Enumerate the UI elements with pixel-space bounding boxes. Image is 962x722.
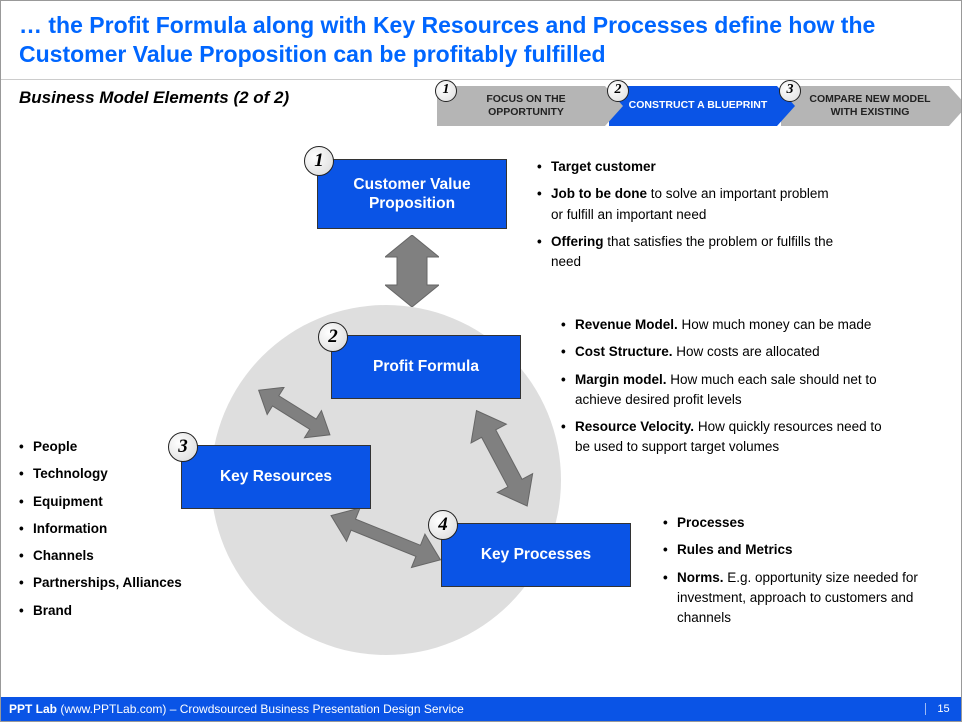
step-2: 2 CONSTRUCT A BLUEPRINT xyxy=(609,86,777,126)
list-item: People xyxy=(19,437,189,457)
box-kp-label: Key Processes xyxy=(481,545,591,564)
step-1-label: FOCUS ON THE OPPORTUNITY xyxy=(455,93,597,117)
list-item: Offering that satisfies the problem or f… xyxy=(537,232,837,273)
list-item: Revenue Model. How much money can be mad… xyxy=(561,315,891,335)
diagram-canvas: 1 Customer Value Proposition 2 Profit Fo… xyxy=(1,135,961,695)
list-item: Resource Velocity. How quickly resources… xyxy=(561,417,891,458)
box-kp-num: 4 xyxy=(428,510,458,540)
list-item: Rules and Metrics xyxy=(663,540,923,560)
step-1: 1 FOCUS ON THE OPPORTUNITY xyxy=(437,86,605,126)
list-item: Target customer xyxy=(537,157,837,177)
footer-text: (www.PPTLab.com) – Crowdsourced Business… xyxy=(57,702,464,716)
step-2-label: CONSTRUCT A BLUEPRINT xyxy=(629,99,768,111)
box-kr: 3 Key Resources xyxy=(181,445,371,509)
box-cvp: 1 Customer Value Proposition xyxy=(317,159,507,229)
bullets-kr: People Technology Equipment Information Chan… xyxy=(19,437,189,628)
list-item: Processes xyxy=(663,513,923,533)
list-item: Channels xyxy=(19,546,189,566)
list-item: Information xyxy=(19,519,189,539)
slide: … the Profit Formula along with Key Reso… xyxy=(0,0,962,722)
arrow-cvp xyxy=(385,235,439,307)
slide-title: … the Profit Formula along with Key Reso… xyxy=(1,1,961,80)
bullets-pf: Revenue Model. How much money can be mad… xyxy=(561,315,891,465)
list-item: Job to be done to solve an important pro… xyxy=(537,184,837,225)
box-cvp-num: 1 xyxy=(304,146,334,176)
subheader: Business Model Elements (2 of 2) 1 FOCUS… xyxy=(1,80,961,126)
step-3-num: 3 xyxy=(779,80,801,102)
footer: PPT Lab (www.PPTLab.com) – Crowdsourced … xyxy=(1,697,961,721)
list-item: Norms. E.g. opportunity size needed for … xyxy=(663,568,923,629)
box-kr-label: Key Resources xyxy=(220,467,332,486)
list-item: Technology xyxy=(19,464,189,484)
list-item: Margin model. How much each sale should … xyxy=(561,370,891,411)
bullets-cvp: Target customer Job to be done to solve a… xyxy=(537,157,837,279)
box-cvp-label: Customer Value Proposition xyxy=(328,175,496,214)
box-pf-label: Profit Formula xyxy=(373,357,479,376)
box-pf-num: 2 xyxy=(318,322,348,352)
process-chevrons: 1 FOCUS ON THE OPPORTUNITY 2 CONSTRUCT A… xyxy=(437,86,949,126)
page-number: 15 xyxy=(925,703,953,715)
box-pf: 2 Profit Formula xyxy=(331,335,521,399)
list-item: Equipment xyxy=(19,492,189,512)
step-3: 3 COMPARE NEW MODEL WITH EXISTING xyxy=(781,86,949,126)
footer-brand: PPT Lab xyxy=(9,702,57,716)
bullets-kp: Processes Rules and Metrics Norms. E.g. op… xyxy=(663,513,923,635)
step-2-num: 2 xyxy=(607,80,629,102)
step-1-num: 1 xyxy=(435,80,457,102)
list-item: Cost Structure. How costs are allocated xyxy=(561,342,891,362)
list-item: Partnerships, Alliances xyxy=(19,573,189,593)
subtitle: Business Model Elements (2 of 2) xyxy=(19,88,289,108)
arrow-pf-kp xyxy=(443,403,543,523)
step-3-label: COMPARE NEW MODEL WITH EXISTING xyxy=(799,93,941,117)
list-item: Brand xyxy=(19,601,189,621)
box-kp: 4 Key Processes xyxy=(441,523,631,587)
